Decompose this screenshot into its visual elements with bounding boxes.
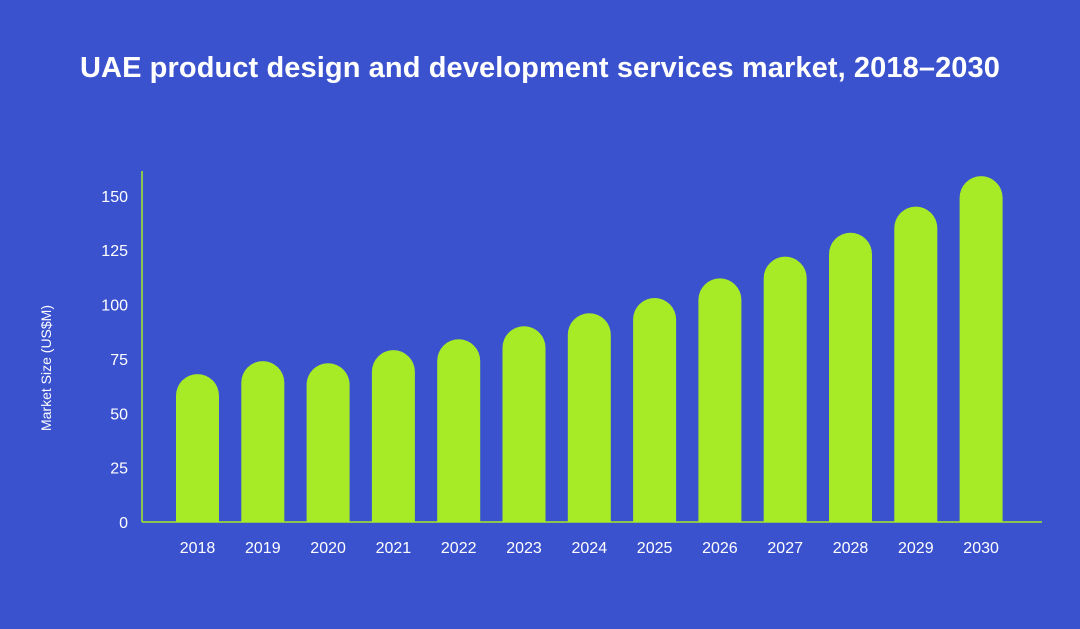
y-tick-label: 0: [119, 515, 128, 532]
y-ticks-group: 0 25 50 75 100 125 150: [101, 189, 128, 532]
x-tick-label: 2020: [310, 540, 346, 557]
x-tick-label: 2026: [702, 540, 738, 557]
x-tick-label: 2023: [506, 540, 542, 557]
axes-group: [141, 171, 1042, 523]
bar-2020: [306, 363, 350, 522]
bar-2025: [633, 297, 677, 522]
y-axis-label: Market Size (US$M): [38, 305, 54, 431]
y-tick-label: 25: [110, 461, 128, 478]
y-tick-label: 100: [101, 298, 128, 315]
x-tick-label: 2024: [572, 540, 608, 557]
bar-2029: [894, 206, 938, 522]
x-tick-label: 2027: [767, 540, 803, 557]
x-tick-label: 2029: [898, 540, 934, 557]
bars-group: [176, 176, 1003, 523]
y-tick-label: 150: [101, 189, 128, 206]
bar-2024: [567, 313, 611, 522]
x-ticks-group: 2018 2019 2020 2021 2022 2023 2024 2025 2026 2027…: [180, 540, 999, 557]
bar-2019: [241, 361, 285, 522]
x-tick-label: 2018: [180, 540, 216, 557]
x-tick-label: 2019: [245, 540, 281, 557]
y-tick-label: 75: [110, 352, 128, 369]
bar-2022: [437, 339, 481, 522]
y-tick-label: 125: [101, 243, 128, 260]
x-tick-label: 2030: [963, 540, 999, 557]
bar-2027: [763, 256, 807, 522]
bar-2021: [371, 350, 415, 522]
y-tick-label: 50: [110, 406, 128, 423]
x-tick-label: 2028: [833, 540, 869, 557]
bar-2026: [698, 278, 742, 522]
bar-2030: [959, 176, 1003, 523]
bar-2023: [502, 326, 546, 522]
x-tick-label: 2022: [441, 540, 477, 557]
x-tick-label: 2021: [376, 540, 412, 557]
x-tick-label: 2025: [637, 540, 673, 557]
bar-2028: [829, 232, 872, 522]
bar-2018: [176, 374, 219, 522]
chart-title: UAE product design and development servi…: [80, 52, 1000, 84]
